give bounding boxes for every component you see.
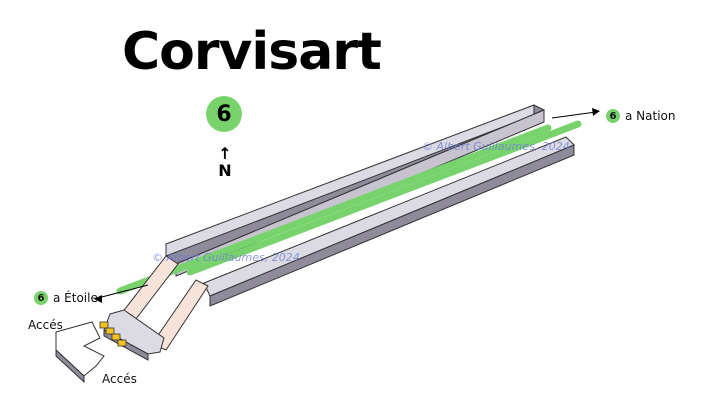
station-title: Corvisart [122, 22, 382, 82]
copyright-watermark: © Albert Guillaumes, 2024 [152, 251, 300, 264]
tracks [116, 120, 582, 295]
platform-south [203, 136, 575, 307]
north-label: N [218, 161, 232, 180]
direction-label: a Étoile [53, 291, 98, 305]
direction-etoile: 6 a Étoile [34, 291, 98, 305]
access-label: Accés [28, 318, 63, 332]
direction-arrows [94, 108, 600, 303]
access-stubs [55, 321, 105, 384]
stairs [99, 321, 127, 347]
north-arrow-icon: ↑ [218, 144, 232, 163]
arrow-head-west-icon [94, 295, 102, 303]
line-6-badge-icon: 6 [606, 109, 620, 123]
line-6-badge-icon: 6 [206, 96, 242, 132]
arrow-head-east-icon [592, 108, 600, 116]
copyright-watermark: © Albert Guillaumes, 2024 [422, 140, 570, 153]
access-label: Accés [102, 372, 137, 386]
direction-label: a Nation [625, 109, 676, 123]
north-indicator: ↑ N [216, 146, 234, 180]
line-6-badge-icon: 6 [34, 291, 48, 305]
direction-nation: 6 a Nation [606, 109, 675, 123]
